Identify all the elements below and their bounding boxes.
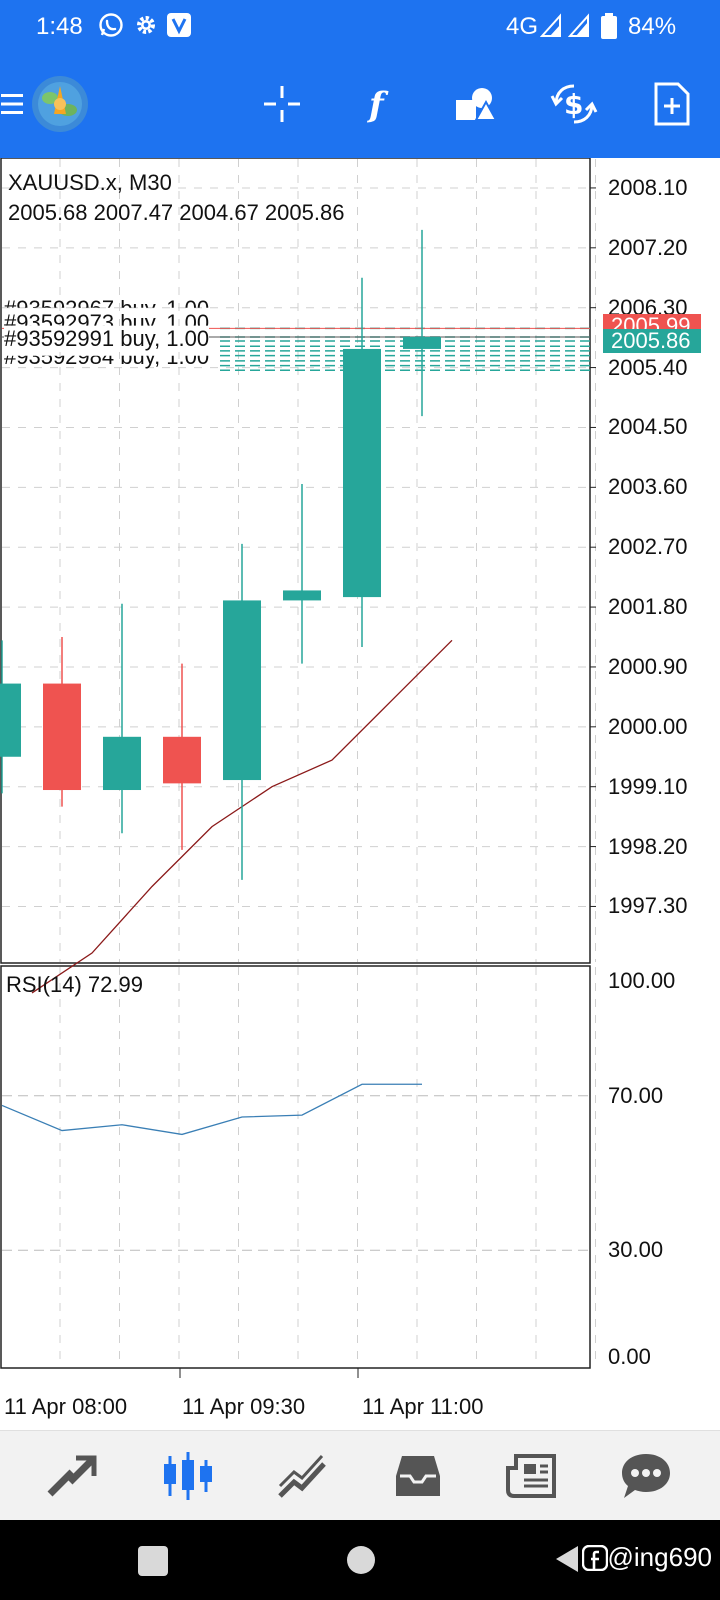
nav-chart[interactable] — [152, 1441, 224, 1511]
nav-history[interactable] — [382, 1441, 454, 1511]
price-tick-label: 2000.90 — [608, 653, 688, 679]
chat-icon — [622, 1454, 670, 1498]
price-tick-label: 2000.00 — [608, 713, 688, 739]
app-logo-button[interactable] — [28, 72, 92, 136]
candle-body — [223, 600, 261, 781]
time-label: 11 Apr 08:00 — [4, 1394, 128, 1419]
trend-icon — [278, 1454, 326, 1498]
nav-messages[interactable] — [610, 1441, 682, 1511]
menu-button[interactable] — [0, 72, 46, 136]
nav-news[interactable] — [496, 1441, 568, 1511]
price-tick-label: 1999.10 — [608, 773, 688, 799]
candle-body — [163, 736, 201, 784]
indicators-button[interactable]: f — [347, 72, 411, 136]
whatsapp-icon — [99, 13, 123, 37]
bid-price-tag: 2005.86 — [603, 329, 701, 353]
signal-icon — [568, 13, 589, 37]
ohlc-label: 2005.68 2007.47 2004.67 2005.86 — [8, 200, 345, 225]
candle-body — [103, 736, 141, 791]
back-button[interactable] — [552, 1544, 580, 1574]
candle-body — [43, 683, 81, 791]
objects-button[interactable] — [444, 72, 508, 136]
quotes-arrows-icon — [47, 1455, 97, 1497]
price-pane-frame — [0, 158, 591, 964]
network-type: 4G — [506, 13, 539, 40]
candle-body — [283, 590, 321, 601]
battery-icon — [601, 13, 617, 39]
rsi-pane-frame — [0, 965, 591, 1369]
facebook-icon — [581, 1544, 608, 1571]
gear-icon — [137, 16, 155, 34]
bottom-nav — [0, 1430, 720, 1520]
rsi-tick-label: 0.00 — [608, 1344, 651, 1369]
rsi-tick-label: 30.00 — [608, 1237, 664, 1263]
system-nav-bar: @ing690 — [0, 1520, 720, 1600]
price-tick-label: 2003.60 — [608, 474, 688, 500]
time-label: 11 Apr 09:30 — [182, 1394, 306, 1419]
candle-body — [343, 348, 381, 598]
price-tick-label: 2002.70 — [608, 534, 688, 560]
price-tick-label: 1997.30 — [608, 893, 688, 919]
inbox-icon — [396, 1456, 440, 1496]
rsi-line — [1, 1083, 422, 1136]
price-tick-label: 2004.50 — [608, 414, 688, 440]
trade-button[interactable]: $ — [542, 72, 606, 136]
mt-logo-icon — [32, 76, 88, 132]
crosshair-icon — [264, 86, 300, 122]
order-label-3: #93592991 buy, 1.00 — [4, 326, 210, 352]
watermark-text: @ing690 — [607, 1542, 712, 1572]
nav-quotes[interactable] — [36, 1441, 108, 1511]
toolbar: f $ — [0, 54, 720, 158]
shapes-icon — [456, 88, 498, 121]
price-tick-label: 2008.10 — [608, 174, 688, 200]
price-tick-label: 2001.80 — [608, 594, 688, 620]
candle-body — [0, 683, 21, 757]
battery-percent: 84% — [628, 13, 677, 40]
price-tick-label: 2005.40 — [608, 354, 688, 380]
rsi-tick-label: 100.00 — [608, 968, 676, 993]
order-label-1: #93592967 buy, 1.00 — [4, 296, 210, 321]
rsi-tick-label: 70.00 — [608, 1082, 664, 1108]
signal-icon — [540, 13, 561, 37]
watermark: @ing690 — [581, 1542, 712, 1573]
crosshair-button[interactable] — [250, 72, 314, 136]
hamburger-icon — [1, 94, 23, 114]
status-bar: 1:48 4G 84% — [0, 0, 720, 54]
rsi-label: RSI(14) 72.99 — [6, 972, 143, 997]
svg-text:f: f — [367, 85, 389, 124]
status-time: 1:48 — [36, 13, 83, 40]
function-icon: f — [367, 85, 389, 124]
home-button[interactable] — [347, 1546, 375, 1574]
nav-trade[interactable] — [266, 1441, 338, 1511]
recents-button[interactable] — [138, 1546, 168, 1576]
v-app-icon — [167, 13, 191, 37]
symbol-label: XAUUSD.x, M30 — [8, 170, 172, 195]
chart-area[interactable]: XAUUSD.x, M30 2005.68 2007.47 2004.67 20… — [0, 158, 720, 1430]
dollar-trade-icon: $ — [550, 84, 598, 124]
price-tick-label: 2007.20 — [608, 234, 688, 260]
price-tick-label: 1998.20 — [608, 833, 688, 859]
candles-icon — [164, 1452, 212, 1500]
newspaper-icon — [506, 1454, 556, 1498]
new-order-button[interactable] — [640, 72, 704, 136]
svg-text:$: $ — [564, 88, 583, 121]
candle-body — [403, 336, 441, 349]
order-label-2: #93592973 buy, 1.00 — [4, 310, 210, 335]
time-label: 11 Apr 11:00 — [362, 1394, 484, 1419]
add-document-icon — [654, 82, 690, 126]
order-label-4: #93592984 buy, 1.00 — [4, 344, 210, 369]
